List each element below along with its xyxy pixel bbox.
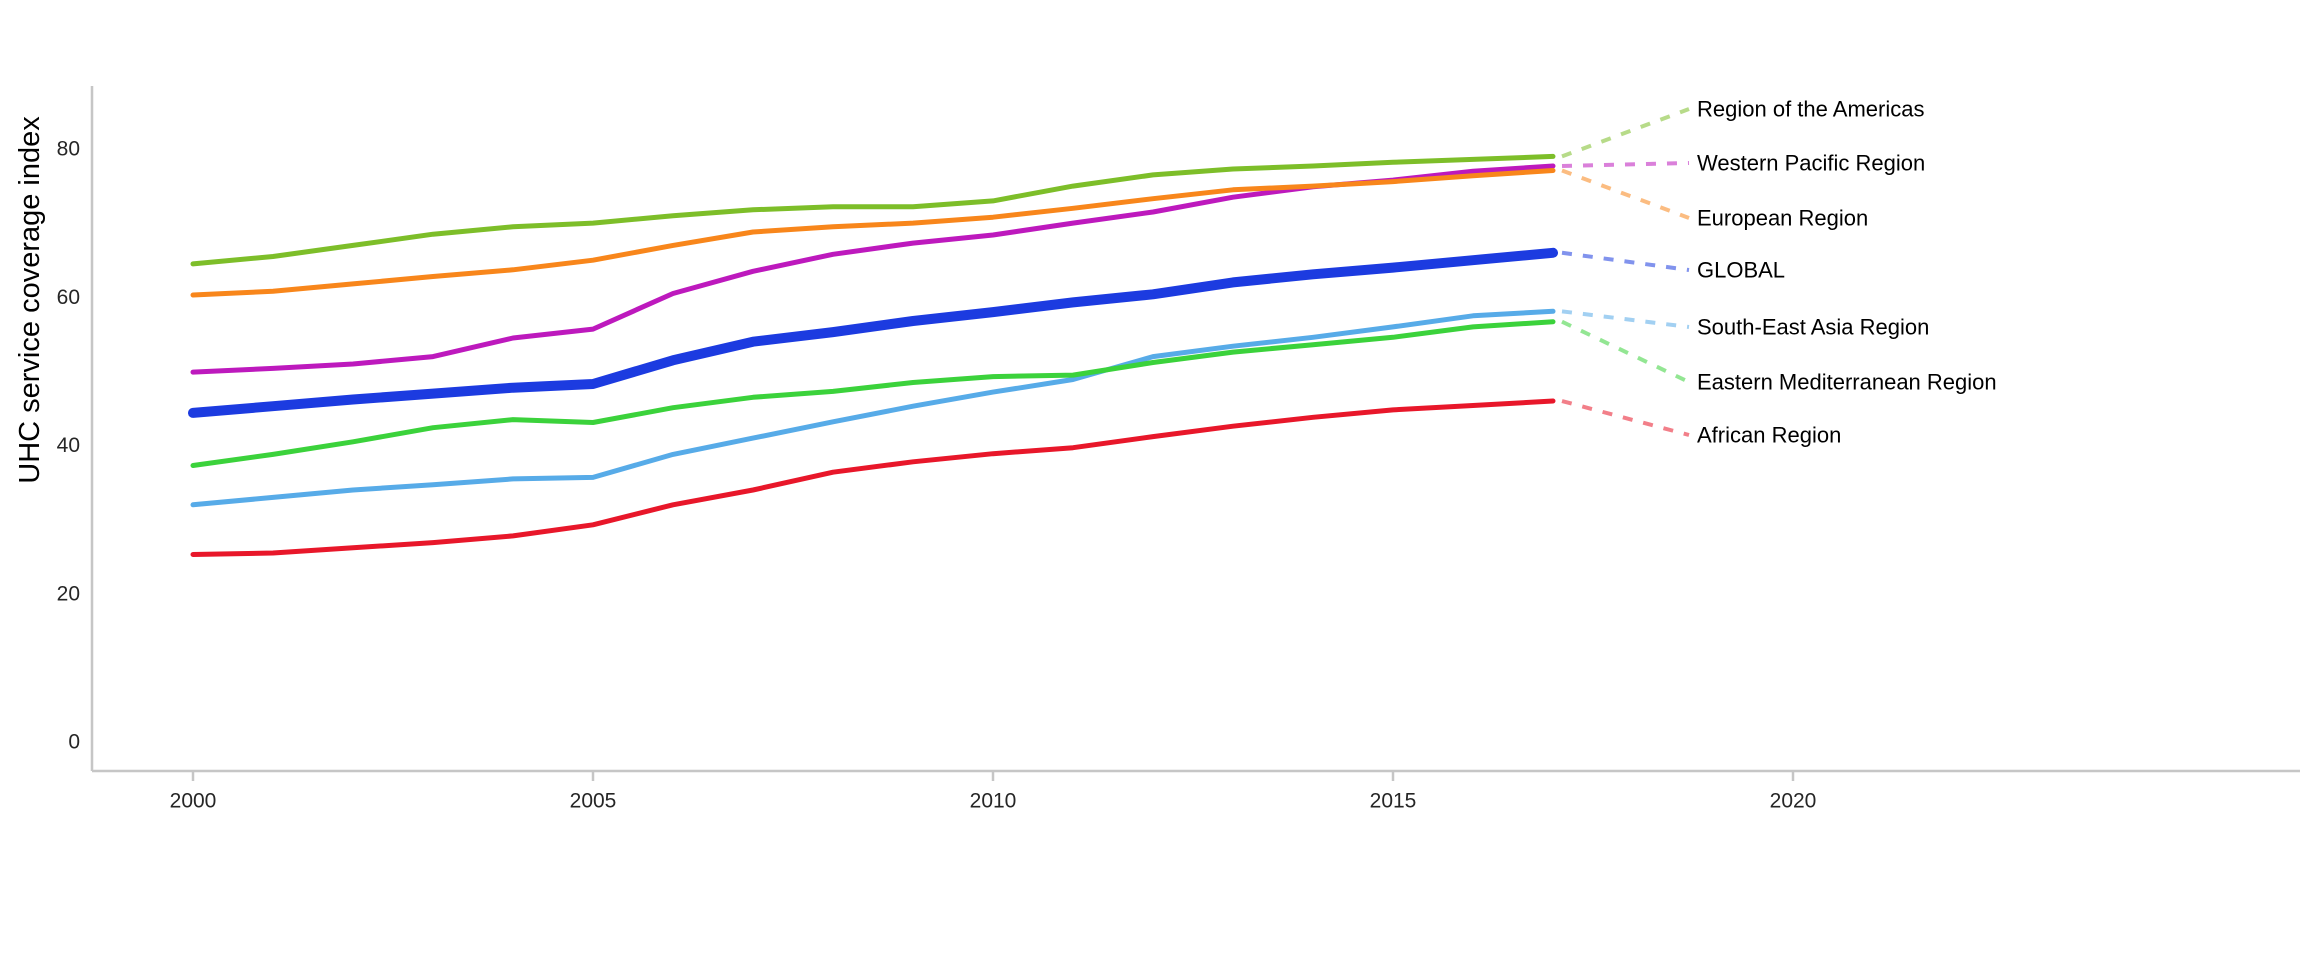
label-leader-line: [1561, 319, 1690, 384]
series-label: Region of the Americas: [1697, 97, 1924, 122]
series-label: Eastern Mediterranean Region: [1697, 370, 1997, 395]
y-tick-label: 40: [57, 434, 80, 457]
x-tick-label: 2000: [170, 790, 217, 813]
y-tick-label: 20: [57, 582, 80, 605]
x-tick-label: 2015: [1370, 790, 1417, 813]
y-tick-label: 80: [57, 138, 80, 161]
y-axis-title: UHC service coverage index: [14, 116, 46, 484]
series-line: [190, 153, 1556, 267]
label-leader-line: [1561, 309, 1690, 329]
label-leader-line: [1561, 168, 1690, 220]
x-tick-label: 2005: [570, 790, 617, 813]
series-label: European Region: [1697, 206, 1868, 231]
series-line: [190, 308, 1556, 508]
series-line: [190, 319, 1556, 468]
y-tick-label: 0: [68, 731, 80, 754]
x-tick-label: 2020: [1770, 790, 1817, 813]
label-leader-line: [1561, 250, 1690, 272]
label-leader-line: [1561, 399, 1690, 437]
y-tick-label: 60: [57, 286, 80, 309]
series-line: [190, 168, 1556, 298]
series-label: South-East Asia Region: [1697, 315, 1929, 340]
series-line: [190, 398, 1556, 557]
series-line: [188, 247, 1558, 418]
x-tick-label: 2010: [970, 790, 1017, 813]
series-label: African Region: [1697, 423, 1841, 448]
label-leader-line: [1561, 107, 1690, 159]
series-label: Western Pacific Region: [1697, 151, 1925, 176]
series-label: GLOBAL: [1697, 258, 1785, 283]
label-leader-line: [1561, 161, 1690, 169]
